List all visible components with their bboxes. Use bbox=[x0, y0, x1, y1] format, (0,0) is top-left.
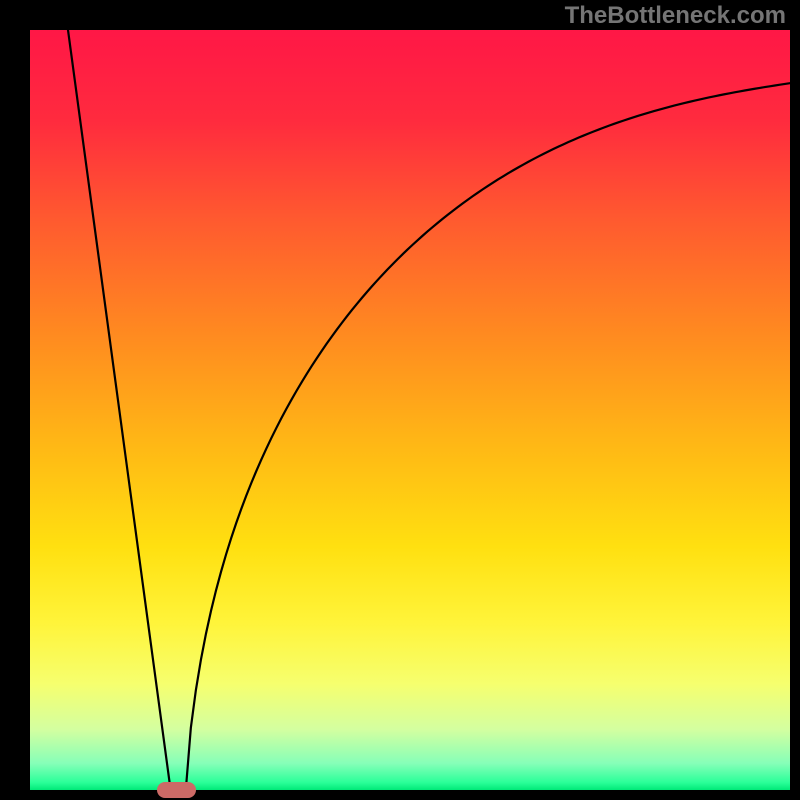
watermark-text: TheBottleneck.com bbox=[565, 2, 786, 30]
bottleneck-curve bbox=[30, 30, 790, 790]
chart-container: TheBottleneck.com bbox=[0, 0, 800, 800]
optimal-marker bbox=[157, 782, 197, 799]
plot-area bbox=[30, 30, 790, 790]
